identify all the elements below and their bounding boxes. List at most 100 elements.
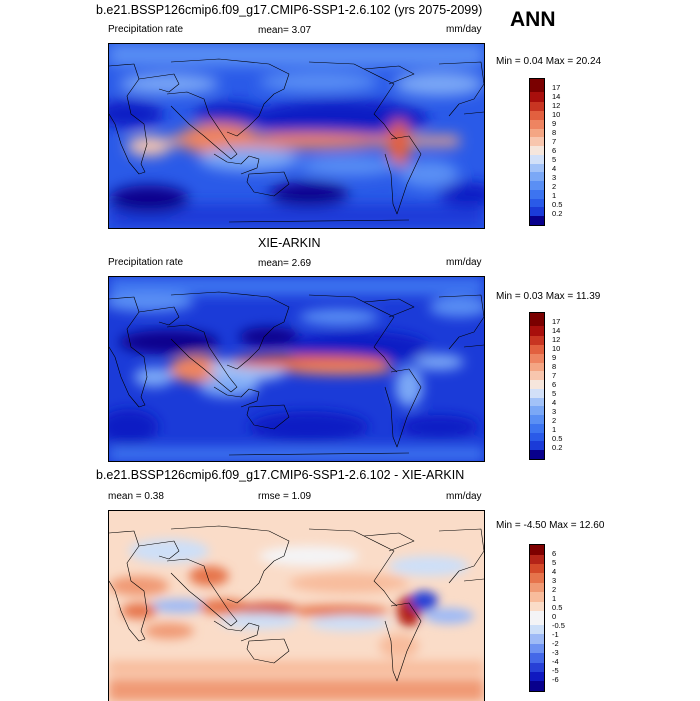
colorbar-label: 17: [552, 317, 561, 326]
colorbar-swatch: [530, 653, 544, 664]
colorbar-label: 3: [552, 576, 557, 585]
coastlines: [109, 525, 484, 682]
min-max-label: Min = 0.03 Max = 11.39: [496, 291, 601, 302]
colorbar-swatch: [530, 216, 544, 225]
colorbar-swatch: [530, 198, 544, 208]
colorbar-swatch: [530, 189, 544, 199]
colorbar-swatch: [530, 163, 544, 173]
colorbar-label: 8: [552, 128, 557, 137]
colorbar-swatch: [530, 572, 544, 583]
colorbar-label: 7: [552, 137, 557, 146]
colorbar-label: 1: [552, 191, 557, 200]
panel-title: b.e21.BSSP126cmip6.f09_g17.CMIP6-SSP1-2.…: [96, 468, 465, 482]
colorbar-label: 12: [552, 335, 561, 344]
variable-label: Precipitation rate: [108, 257, 184, 268]
colorbar-label: 2: [552, 182, 557, 191]
colorbar-label: 4: [552, 567, 557, 576]
colorbar-label: 10: [552, 110, 561, 119]
colorbar-swatch: [530, 336, 544, 346]
colorbar-swatch: [530, 601, 544, 611]
colorbar-swatch: [530, 406, 544, 416]
colorbar-swatch: [530, 137, 544, 147]
colorbar-label: -0.5: [552, 621, 565, 630]
mean-label: mean= 2.69: [258, 258, 312, 269]
precip-map: [108, 276, 485, 462]
colorbar-swatch: [530, 326, 544, 337]
colorbar-swatch: [530, 441, 544, 451]
colorbar-label: 9: [552, 353, 557, 362]
difference-map-svg: [109, 511, 484, 701]
colorbar-swatch: [530, 555, 544, 564]
colorbar-label: -2: [552, 639, 559, 648]
colorbar-swatch: [530, 146, 544, 155]
colorbar-swatch: [530, 119, 544, 129]
colorbar-swatch: [530, 181, 544, 190]
colorbar-swatch: [530, 423, 544, 433]
colorbar-swatch: [530, 634, 544, 645]
colorbar-label: 5: [552, 155, 557, 164]
min-max-label: Min = -4.50 Max = 12.60: [496, 520, 605, 531]
colorbar-swatch: [530, 388, 544, 398]
colorbar-swatch: [530, 545, 544, 556]
colorbar-swatch: [530, 591, 544, 602]
colorbar-swatch: [530, 79, 544, 93]
colorbar-swatch: [530, 625, 544, 635]
colorbar-swatch: [530, 371, 544, 381]
precip-map: [108, 43, 485, 229]
colorbar-swatch: [530, 111, 544, 120]
colorbar: [529, 78, 545, 226]
colorbar-label: 0.2: [552, 209, 563, 218]
precip-map-svg: [109, 277, 484, 461]
rmse-label: rmse = 1.09: [258, 491, 312, 502]
colorbar-label: 9: [552, 119, 557, 128]
colorbar-label: 14: [552, 326, 561, 335]
colorbar-label: -4: [552, 657, 559, 666]
units-label: mm/day: [446, 24, 482, 35]
colorbar-label: 0.5: [552, 434, 563, 443]
colorbar-swatch: [530, 672, 544, 681]
colorbar-swatch: [530, 563, 544, 573]
panel-title: b.e21.BSSP126cmip6.f09_g17.CMIP6-SSP1-2.…: [96, 3, 483, 17]
colorbar-swatch: [530, 680, 544, 691]
colorbar-label: 6: [552, 549, 557, 558]
colorbar-swatch: [530, 663, 544, 672]
colorbar-label: 5: [552, 389, 557, 398]
colorbar: [529, 312, 545, 460]
colorbar-label: 6: [552, 380, 557, 389]
panel-title: XIE-ARKIN: [258, 236, 321, 250]
colorbar-swatch: [530, 207, 544, 217]
coastlines: [109, 58, 484, 223]
colorbar-swatch: [530, 345, 544, 354]
colorbar-swatch: [530, 102, 544, 112]
colorbar-label: 14: [552, 92, 561, 101]
colorbar-swatch: [530, 582, 544, 592]
mean-label: mean = 0.38: [108, 491, 164, 502]
colorbar-label: -6: [552, 675, 559, 684]
coastlines: [109, 291, 484, 456]
colorbar-swatch: [530, 172, 544, 182]
colorbar-label: 3: [552, 173, 557, 182]
colorbar-swatch: [530, 154, 544, 164]
difference-map: [108, 510, 485, 701]
colorbar-label: 2: [552, 585, 557, 594]
units-label: mm/day: [446, 257, 482, 268]
colorbar-label: 17: [552, 83, 561, 92]
colorbar-label: -1: [552, 630, 559, 639]
colorbar-swatch: [530, 313, 544, 327]
min-max-label: Min = 0.04 Max = 20.24: [496, 56, 602, 67]
variable-label: Precipitation rate: [108, 24, 184, 35]
colorbar-swatch: [530, 92, 544, 103]
colorbar-label: 4: [552, 164, 557, 173]
colorbar-label: 0: [552, 612, 557, 621]
colorbar-swatch: [530, 353, 544, 363]
colorbar-label: -3: [552, 648, 559, 657]
colorbar-swatch: [530, 128, 544, 138]
colorbar-label: 12: [552, 101, 561, 110]
colorbar-label: 4: [552, 398, 557, 407]
colorbar-swatch: [530, 450, 544, 459]
colorbar-label: 10: [552, 344, 561, 353]
colorbar-label: 3: [552, 407, 557, 416]
season-label: ANN: [510, 8, 556, 31]
colorbar-label: 1: [552, 425, 557, 434]
colorbar-swatch: [530, 610, 544, 626]
